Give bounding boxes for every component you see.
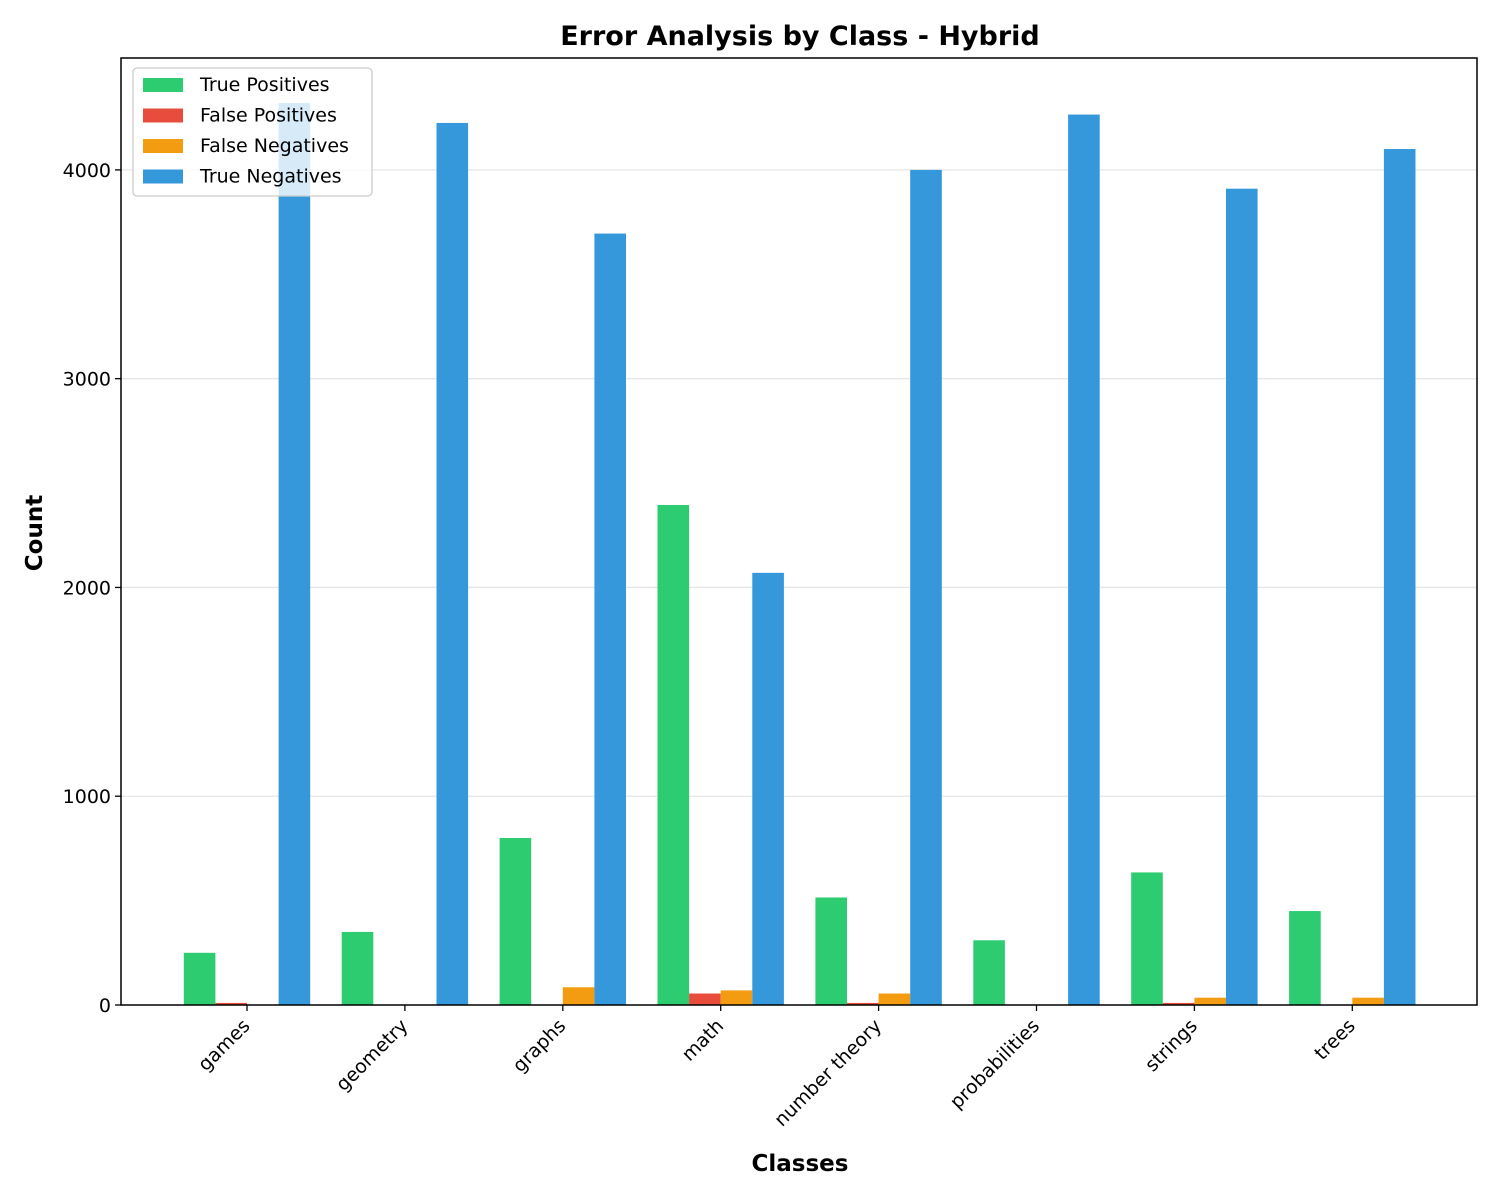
legend-box bbox=[132, 67, 373, 197]
x-tick-label: graphs bbox=[508, 1015, 570, 1077]
legend-swatch bbox=[143, 139, 183, 153]
bar-false-positives-games bbox=[215, 1002, 247, 1005]
chart-title: Error Analysis by Class - Hybrid bbox=[560, 21, 1040, 52]
legend-swatch bbox=[143, 169, 183, 184]
plot-frame bbox=[120, 57, 1478, 1006]
bar-true-positives-number-theory bbox=[815, 897, 847, 1005]
bar-true-negatives-geometry bbox=[436, 122, 469, 1006]
bar-true-negatives-games bbox=[278, 103, 311, 1006]
y-tick-label: 4000 bbox=[63, 160, 111, 182]
x-tick-label: number theory bbox=[770, 1015, 886, 1131]
x-tick-label: strings bbox=[1141, 1015, 1202, 1076]
bar-false-negatives-strings bbox=[1194, 997, 1226, 1005]
grid bbox=[121, 169, 1477, 797]
y-tick-label: 3000 bbox=[63, 369, 111, 391]
y-tick-label: 1000 bbox=[63, 786, 111, 808]
legend: True Positives False Positives False Negat… bbox=[132, 67, 373, 197]
bar-false-positives-strings bbox=[1162, 1002, 1195, 1005]
bar-true-positives-trees bbox=[1289, 911, 1321, 1005]
y-axis-ticks: 0 1000 2000 3000 4000 bbox=[63, 160, 121, 1017]
x-axis-ticks: games geometry graphs math number theory prob… bbox=[194, 1005, 1360, 1131]
legend-label: False Negatives bbox=[200, 135, 349, 157]
bars bbox=[183, 103, 1416, 1006]
bar-true-positives-math bbox=[657, 504, 690, 1005]
legend-swatch bbox=[143, 108, 183, 123]
bar-false-negatives-graphs bbox=[562, 987, 595, 1005]
x-axis-label: Classes bbox=[752, 1151, 849, 1177]
bar-true-positives-probabilities bbox=[973, 940, 1005, 1005]
bar-false-positives-math bbox=[689, 993, 721, 1005]
x-tick-label: trees bbox=[1310, 1015, 1360, 1065]
bar-true-negatives-number-theory bbox=[910, 169, 942, 1005]
bar-false-negatives-math bbox=[720, 990, 753, 1005]
legend-label: True Negatives bbox=[199, 166, 342, 188]
bar-true-positives-strings bbox=[1131, 872, 1163, 1005]
bar-true-positives-games bbox=[183, 952, 216, 1005]
legend-swatch bbox=[143, 78, 183, 92]
y-axis-label: Count bbox=[22, 495, 48, 571]
legend-label: True Positives bbox=[199, 74, 330, 96]
y-tick-label: 2000 bbox=[63, 577, 111, 599]
bar-false-positives-number-theory bbox=[847, 1002, 879, 1005]
x-tick-label: probabilities bbox=[946, 1015, 1044, 1113]
bar-true-negatives-strings bbox=[1226, 188, 1258, 1005]
bar-true-positives-graphs bbox=[499, 837, 532, 1005]
x-tick-label: geometry bbox=[332, 1015, 413, 1096]
x-tick-label: games bbox=[194, 1015, 255, 1076]
bar-true-negatives-graphs bbox=[594, 233, 626, 1005]
legend-label: False Positives bbox=[200, 105, 337, 127]
bar-false-negatives-trees bbox=[1352, 997, 1384, 1005]
bar-true-negatives-math bbox=[752, 572, 784, 1005]
bar-true-negatives-probabilities bbox=[1068, 114, 1100, 1005]
bar-true-negatives-trees bbox=[1383, 149, 1416, 1005]
bar-true-positives-geometry bbox=[341, 931, 374, 1005]
bar-false-negatives-number-theory bbox=[878, 993, 911, 1005]
x-tick-label: math bbox=[678, 1015, 729, 1066]
y-tick-label: 0 bbox=[99, 995, 111, 1017]
